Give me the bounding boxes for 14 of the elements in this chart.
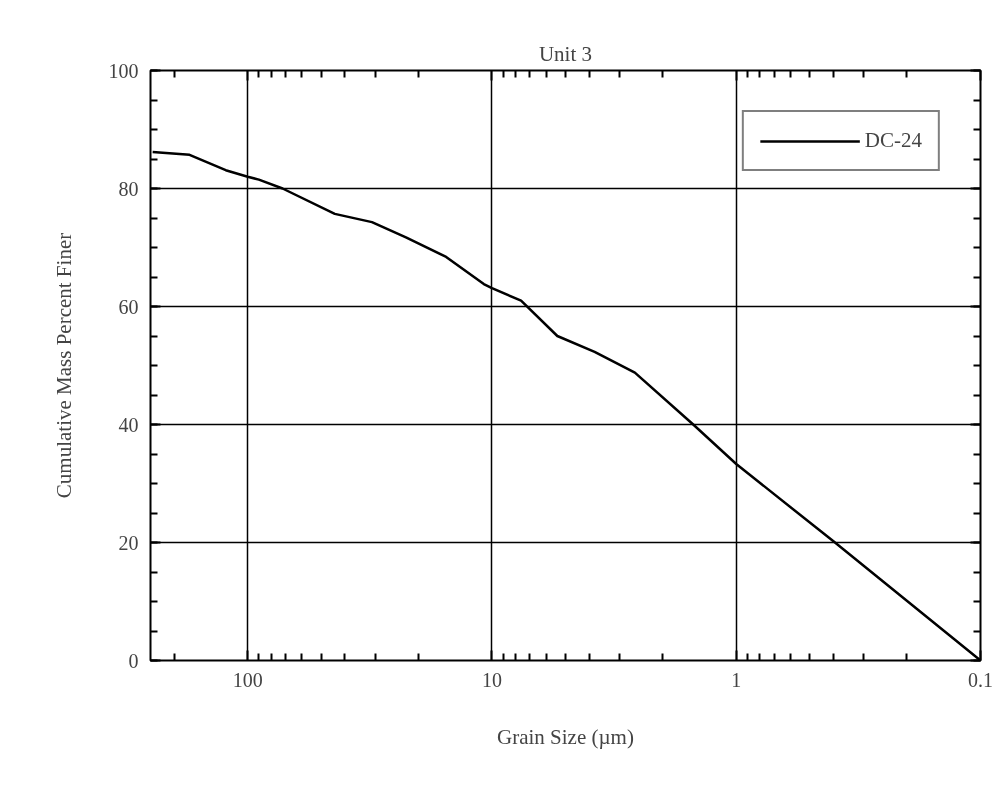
y-tick-label: 100 xyxy=(108,59,139,82)
y-tick-label: 80 xyxy=(118,177,139,200)
x-tick-label: 0.1 xyxy=(968,668,993,691)
y-tick-label: 20 xyxy=(118,531,139,554)
y-tick-label: 60 xyxy=(118,295,139,318)
x-tick-label: 100 xyxy=(232,668,263,691)
y-tick-label: 40 xyxy=(118,413,139,436)
chart-title: Unit 3 xyxy=(538,41,593,66)
y-tick-label: 0 xyxy=(128,649,139,672)
x-axis-title: Grain Size (µm) xyxy=(497,724,634,749)
x-tick-label: 10 xyxy=(481,668,502,691)
x-tick-label: 1 xyxy=(731,668,742,691)
legend-label: DC-24 xyxy=(864,128,922,153)
y-axis-title: Cumulative Mass Percent Finer xyxy=(51,232,76,499)
